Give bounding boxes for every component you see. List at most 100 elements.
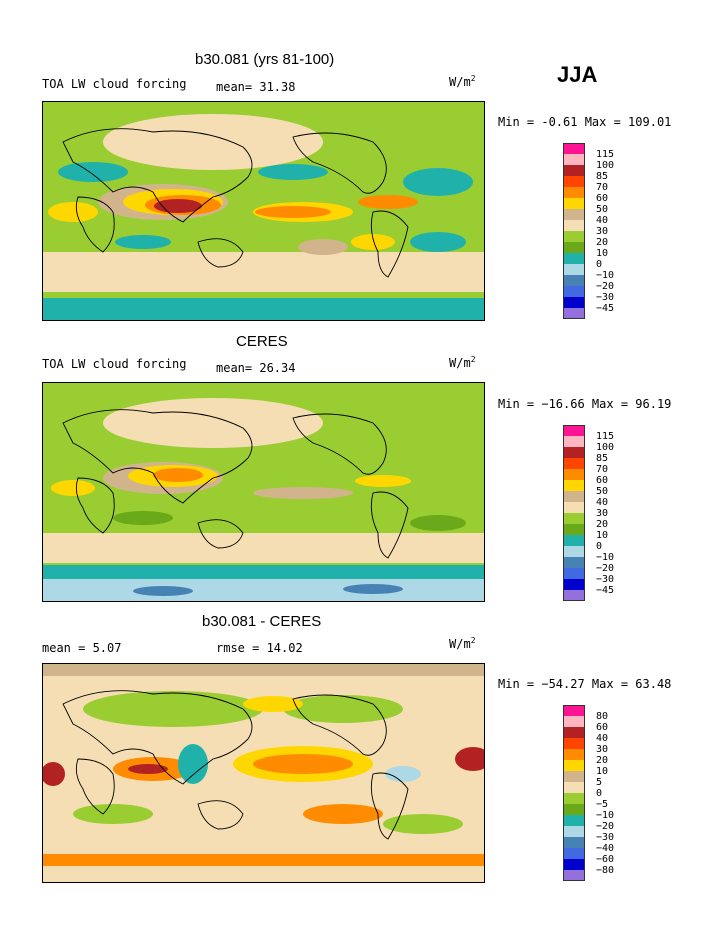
panel-1-minmax: Min = -0.61 Max = 109.01 — [498, 115, 672, 129]
colorbar-swatch — [563, 716, 585, 727]
colorbar-swatch — [563, 275, 585, 286]
colorbar-label: 20 — [596, 755, 609, 766]
colorbar-label: −80 — [596, 865, 615, 876]
colorbar-swatch — [563, 524, 585, 535]
panel-1-variable: TOA LW cloud forcing — [42, 77, 187, 91]
panel-3-title: b30.081 - CERES — [202, 613, 322, 630]
colorbar-swatch — [563, 568, 585, 579]
panel-2-colorbar — [563, 425, 585, 601]
colorbar-label: 100 — [596, 160, 615, 171]
colorbar-label: −30 — [596, 292, 615, 303]
colorbar-swatch — [563, 815, 585, 826]
colorbar-label: −30 — [596, 832, 615, 843]
colorbar-swatch — [563, 848, 585, 859]
colorbar-swatch — [563, 308, 585, 319]
colorbar-swatch — [563, 782, 585, 793]
colorbar-swatch — [563, 469, 585, 480]
colorbar-swatch — [563, 264, 585, 275]
colorbar-swatch — [563, 546, 585, 557]
colorbar-label: 10 — [596, 766, 609, 777]
colorbar-swatch — [563, 176, 585, 187]
colorbar-label: −20 — [596, 821, 615, 832]
colorbar-label: 115 — [596, 149, 615, 160]
colorbar-swatch — [563, 804, 585, 815]
colorbar-swatch — [563, 491, 585, 502]
panel-1-colorbar — [563, 143, 585, 319]
colorbar-label: 70 — [596, 182, 609, 193]
panel-3-colorbar — [563, 705, 585, 881]
colorbar-label: 0 — [596, 541, 603, 552]
panel-1-colorbar-labels: 115 100 85 70 60 50 40 30 20 10 0 −10 −2… — [596, 149, 614, 314]
colorbar-label: −10 — [596, 810, 615, 821]
colorbar-label: −45 — [596, 585, 615, 596]
colorbar-swatch — [563, 143, 585, 154]
colorbar-label: 100 — [596, 442, 615, 453]
colorbar-label: 0 — [596, 259, 603, 270]
colorbar-label: 50 — [596, 204, 609, 215]
colorbar-swatch — [563, 502, 585, 513]
colorbar-label: −60 — [596, 854, 615, 865]
colorbar-label: 50 — [596, 486, 609, 497]
panel-3-map — [42, 663, 485, 883]
colorbar-label: 30 — [596, 226, 609, 237]
colorbar-label: 20 — [596, 519, 609, 530]
colorbar-swatch — [563, 859, 585, 870]
colorbar-swatch — [563, 187, 585, 198]
colorbar-label: 40 — [596, 497, 609, 508]
colorbar-swatch — [563, 738, 585, 749]
colorbar-label: 20 — [596, 237, 609, 248]
panel-1-map-svg — [43, 102, 484, 320]
colorbar-label: 30 — [596, 508, 609, 519]
panel-2-map — [42, 382, 485, 602]
colorbar-label: 5 — [596, 777, 603, 788]
colorbar-label: 80 — [596, 711, 609, 722]
colorbar-label: 115 — [596, 431, 615, 442]
panel-3-minmax: Min = −54.27 Max = 63.48 — [498, 677, 672, 691]
colorbar-label: 60 — [596, 722, 609, 733]
colorbar-label: 70 — [596, 464, 609, 475]
panel-2-colorbar-labels: 115 100 85 70 60 50 40 30 20 10 0 −10 −2… — [596, 431, 614, 596]
colorbar-label: −5 — [596, 799, 609, 810]
colorbar-swatch — [563, 727, 585, 738]
colorbar-label: 40 — [596, 215, 609, 226]
colorbar-swatch — [563, 749, 585, 760]
panel-3-map-svg — [43, 664, 484, 882]
colorbar-label: 60 — [596, 193, 609, 204]
colorbar-label: −10 — [596, 270, 615, 281]
panel-3-colorbar-labels: 80 60 40 30 20 10 5 0 −5 −10 −20 −30 −40… — [596, 711, 614, 876]
panel-2-title: CERES — [236, 333, 288, 350]
colorbar-swatch — [563, 826, 585, 837]
colorbar-label: −20 — [596, 563, 615, 574]
colorbar-swatch — [563, 436, 585, 447]
colorbar-swatch — [563, 165, 585, 176]
colorbar-swatch — [563, 231, 585, 242]
colorbar-swatch — [563, 458, 585, 469]
colorbar-swatch — [563, 154, 585, 165]
colorbar-swatch — [563, 771, 585, 782]
colorbar-label: 30 — [596, 744, 609, 755]
panel-2-mean: mean= 26.34 — [216, 361, 296, 375]
colorbar-label: −20 — [596, 281, 615, 292]
colorbar-swatch — [563, 297, 585, 308]
panel-1-units: W/m2 — [449, 74, 476, 89]
colorbar-label: 85 — [596, 453, 609, 464]
colorbar-swatch — [563, 579, 585, 590]
colorbar-swatch — [563, 447, 585, 458]
season-label: JJA — [557, 62, 598, 87]
colorbar-swatch — [563, 557, 585, 568]
colorbar-swatch — [563, 837, 585, 848]
colorbar-swatch — [563, 535, 585, 546]
colorbar-label: 10 — [596, 530, 609, 541]
panel-3-rmse: rmse = 14.02 — [216, 641, 303, 655]
panel-2-minmax: Min = −16.66 Max = 96.19 — [498, 397, 672, 411]
colorbar-swatch — [563, 425, 585, 436]
panel-1-mean: mean= 31.38 — [216, 80, 296, 94]
panel-3-mean: mean = 5.07 — [42, 641, 122, 655]
colorbar-label: 60 — [596, 475, 609, 486]
colorbar-swatch — [563, 253, 585, 264]
colorbar-swatch — [563, 590, 585, 601]
panel-1-map — [42, 101, 485, 321]
colorbar-swatch — [563, 870, 585, 881]
panel-3-units: W/m2 — [449, 636, 476, 651]
colorbar-label: −30 — [596, 574, 615, 585]
